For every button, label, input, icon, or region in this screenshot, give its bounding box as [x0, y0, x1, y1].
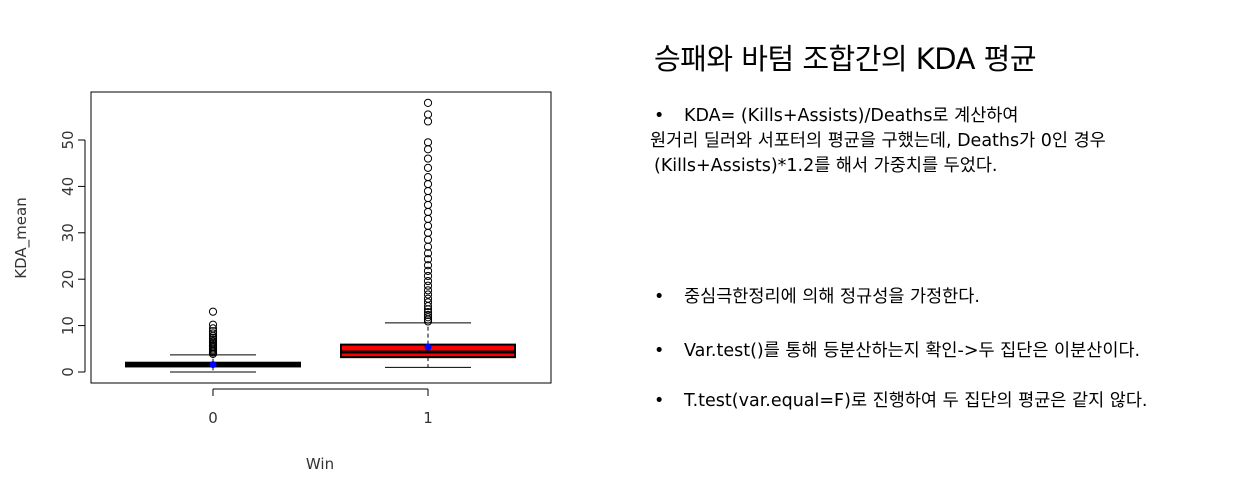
outlier-point	[423, 228, 433, 237]
y-tick-label: 40	[59, 177, 77, 196]
outlier-point	[423, 214, 433, 223]
outlier-point	[208, 320, 218, 329]
y-tick-label: 50	[59, 130, 77, 149]
outlier-point	[423, 117, 433, 126]
outlier-point	[423, 221, 433, 230]
outlier-point	[423, 154, 433, 163]
outlier-point	[423, 308, 433, 317]
outlier-point	[423, 193, 433, 203]
x-axis-title: Win	[306, 455, 334, 473]
outlier-point	[423, 200, 433, 210]
y-axis-title: KDA_mean	[12, 197, 31, 278]
outlier-point	[208, 327, 218, 336]
outlier-point	[423, 294, 433, 303]
outlier-point	[423, 98, 433, 107]
bullet-text-normality: 중심극한정리에 의해 정규성을 가정한다.	[684, 287, 980, 307]
outlier-point	[423, 255, 433, 264]
y-tick-label: 0	[59, 367, 77, 377]
outlier-point	[208, 329, 218, 338]
panel-title: 승패와 바텀 조합간의 KDA 평균	[654, 42, 1037, 76]
outlier-point	[423, 173, 433, 182]
outlier-point	[423, 138, 433, 147]
outlier-point	[423, 271, 433, 281]
outlier-point	[423, 235, 433, 244]
outlier-point	[423, 179, 433, 189]
outlier-point	[423, 186, 433, 196]
y-tick-label: 10	[59, 316, 77, 335]
bullet-t-test: • T.test(var.equal=F)로 진행하여 두 집단의 평균은 같지 …	[650, 389, 1148, 414]
y-tick-label: 30	[59, 223, 77, 242]
outlier-point	[423, 145, 433, 154]
outlier-point	[423, 163, 433, 172]
outlier-point	[423, 310, 433, 320]
bullet-dot: •	[654, 341, 665, 361]
outlier-point	[423, 298, 433, 307]
outlier-point	[423, 281, 433, 290]
bullet-normality: • 중심극한정리에 의해 정규성을 가정한다.	[650, 285, 980, 310]
bullet-text-t-test: T.test(var.equal=F)로 진행하여 두 집단의 평균은 같지 않…	[684, 391, 1148, 411]
outlier-point	[423, 276, 433, 286]
bullet-dot: •	[654, 391, 665, 411]
outlier-point	[423, 207, 433, 217]
y-tick-label: 20	[59, 270, 77, 289]
continuation-line-2: (Kills+Assists)*1.2를 해서 가중치를 두었다.	[654, 156, 998, 176]
bullet-text-var-test: Var.test()를 통해 등분산하는지 확인->두 집단은 이분산이다.	[684, 341, 1141, 361]
outlier-point	[208, 324, 218, 333]
outlier-point	[423, 286, 433, 295]
outlier-point	[423, 261, 433, 270]
outlier-point	[423, 110, 433, 119]
mean-marker	[424, 343, 432, 351]
x-tick-label: 0	[208, 409, 218, 427]
outlier-point	[208, 307, 218, 316]
outlier-point	[423, 290, 433, 299]
boxplot-chart: 0 10 20 30 40 50 0 1 Win KDA_mean	[12, 91, 552, 473]
bullet-text-kda: KDA= (Kills+Assists)/Deaths로 계산하여	[684, 106, 1019, 126]
bullet-dot: •	[654, 106, 665, 126]
bullet-block-1: • KDA= (Kills+Assists)/Deaths로 계산하여 원거리 딜…	[650, 104, 1106, 179]
bullet-line-kda: • KDA= (Kills+Assists)/Deaths로 계산하여	[650, 104, 1106, 129]
outlier-point	[423, 313, 433, 322]
outlier-point	[423, 266, 433, 275]
mean-marker	[209, 361, 217, 369]
bullet-dot: •	[654, 287, 665, 307]
x-tick-label: 1	[423, 409, 433, 427]
continuation-line-1: 원거리 딜러와 서포터의 평균을 구했는데, Deaths가 0인 경우	[650, 131, 1106, 151]
plot-frame	[90, 91, 552, 384]
outlier-point	[423, 249, 433, 258]
bullet-var-test: • Var.test()를 통해 등분산하는지 확인->두 집단은 이분산이다.	[650, 339, 1140, 364]
